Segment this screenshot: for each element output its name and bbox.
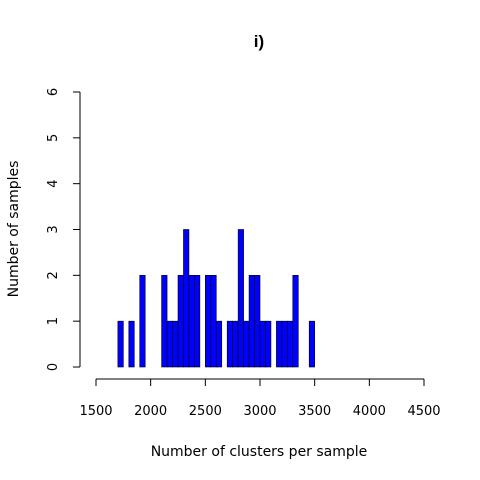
chart-title: i): [254, 32, 264, 51]
histogram-bar: [139, 275, 146, 368]
x-tick-label: 3500: [298, 404, 331, 419]
y-axis: 0 1 2 3 4 5 6: [46, 88, 81, 371]
bars-group: [117, 229, 315, 368]
x-tick-label: 2500: [189, 404, 222, 419]
histogram-bar: [166, 320, 173, 368]
histogram-bar: [194, 275, 201, 368]
histogram-bar: [117, 320, 124, 368]
y-tick-label: 4: [46, 180, 61, 188]
y-tick-label: 1: [46, 317, 61, 325]
x-tick-label: 1500: [79, 404, 112, 419]
histogram-bar: [177, 275, 184, 368]
histogram-bar: [287, 320, 294, 368]
histogram-bar: [161, 275, 168, 368]
histogram-bar: [232, 320, 239, 368]
x-axis-label: Number of clusters per sample: [151, 444, 368, 460]
histogram-bar: [128, 320, 135, 368]
x-tick-label: 4500: [407, 404, 440, 419]
histogram-bar: [172, 320, 179, 368]
x-tick-label: 4000: [353, 404, 386, 419]
histogram-bar: [248, 275, 255, 368]
histogram-bar: [308, 320, 315, 368]
x-tick-label: 3000: [243, 404, 276, 419]
y-tick-label: 0: [46, 363, 61, 371]
histogram-bar: [226, 320, 233, 368]
y-tick-label: 3: [46, 225, 61, 233]
y-axis-label: Number of samples: [6, 161, 22, 298]
histogram-bar: [276, 320, 283, 368]
histogram-bar: [259, 320, 266, 368]
y-tick-label: 5: [46, 134, 61, 142]
histogram-bar: [237, 229, 244, 368]
histogram-bar: [215, 320, 223, 368]
y-tick-label: 6: [46, 88, 61, 96]
histogram-bar: [243, 320, 250, 368]
histogram-bar: [210, 275, 217, 368]
x-tick-label: 2000: [134, 404, 167, 419]
histogram-bar: [205, 275, 212, 368]
histogram-bar: [254, 275, 261, 368]
histogram-bar: [281, 320, 288, 368]
histogram-bar: [265, 320, 272, 368]
histogram-bar: [292, 275, 299, 368]
histogram-bar: [183, 229, 190, 368]
y-tick-label: 2: [46, 271, 61, 279]
histogram-bar: [188, 275, 195, 368]
x-axis: 1500 2000 2500 3000 3500 4000 4500: [79, 378, 441, 419]
